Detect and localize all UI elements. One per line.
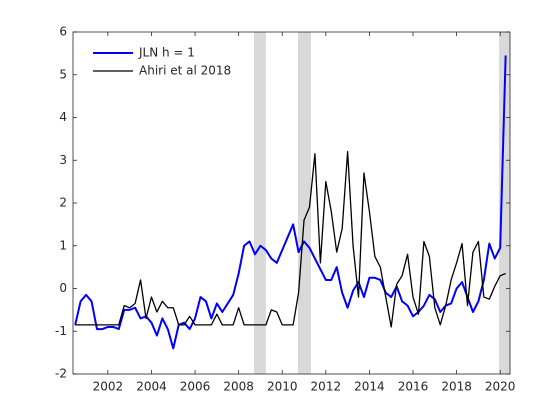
y-tick-label: 3: [59, 153, 67, 167]
y-tick-label: -2: [55, 367, 67, 381]
y-tick-label: 1: [59, 238, 67, 252]
x-tick-label: 2010: [267, 380, 298, 394]
legend-label: Ahiri et al 2018: [139, 64, 231, 78]
legend-label: JLN h = 1: [138, 46, 195, 60]
plot-area: [73, 32, 510, 374]
plot: [74, 32, 510, 374]
x-tick-label: 2012: [311, 380, 342, 394]
y-tick-label: 2: [59, 196, 67, 210]
x-tick-label: 2014: [354, 380, 385, 394]
x-tick-label: 2004: [136, 380, 167, 394]
x-tick-label: 2008: [223, 380, 254, 394]
line: [75, 151, 506, 328]
x-tick-label: 2018: [441, 380, 472, 394]
y-tick-label: 4: [59, 110, 67, 124]
y-tick-label: 0: [59, 281, 67, 295]
shaded-region: [297, 32, 312, 374]
x-tick-label: 2016: [398, 380, 429, 394]
shaded-region: [253, 32, 266, 374]
y-tick-label: 6: [59, 25, 67, 39]
shaded-region: [499, 32, 510, 374]
y-tick-label: -1: [55, 324, 67, 338]
y-tick-label: 5: [59, 67, 67, 81]
x-tick-label: 2002: [93, 380, 124, 394]
x-tick-label: 2006: [180, 380, 211, 394]
x-tick-label: 2020: [485, 380, 516, 394]
